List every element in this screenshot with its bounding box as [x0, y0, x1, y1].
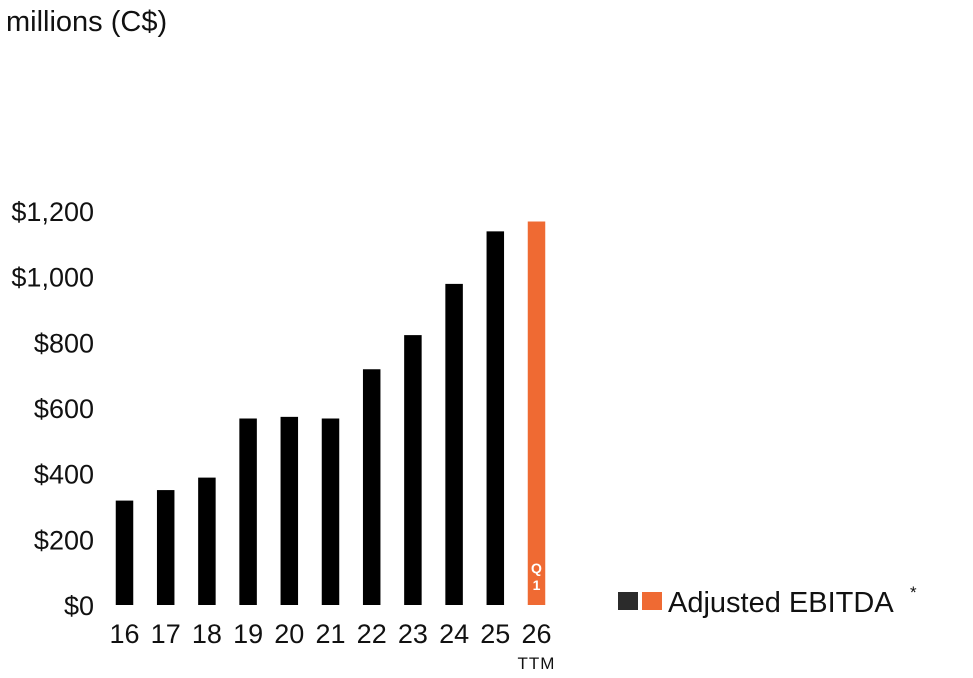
bar: [486, 231, 505, 605]
y-tick-label: $1,200: [11, 197, 94, 227]
y-tick-label: $0: [64, 591, 94, 621]
bar-annotation: Q: [531, 560, 542, 576]
bar-annotations: Q1: [531, 560, 542, 593]
x-tick-label: 21: [315, 619, 345, 649]
x-tick-label: 24: [439, 619, 469, 649]
y-axis: $0 $200 $400 $600 $800 $1,000 $1,200: [11, 197, 94, 621]
bar: [198, 477, 216, 605]
legend-superscript: *: [910, 583, 917, 602]
bar: [445, 283, 463, 605]
legend: Adjusted EBITDA *: [618, 583, 917, 619]
legend-swatch: [618, 592, 638, 610]
x-tick-label: 25: [480, 619, 510, 649]
x-tick-label: 23: [398, 619, 428, 649]
bar: [280, 416, 299, 605]
x-tick-label: 16: [109, 619, 139, 649]
bar-annotation: 1: [533, 577, 541, 593]
bar: [156, 490, 175, 605]
units-label: millions (C$): [6, 6, 168, 38]
x-tick-label: 22: [357, 619, 387, 649]
x-axis: 16 17 18 19 20 21 22 23 24 25 26 TTM: [109, 619, 556, 673]
x-tick-sublabel: TTM: [518, 654, 556, 673]
bar: [527, 221, 546, 606]
y-tick-label: $200: [34, 525, 94, 555]
bar: [115, 500, 134, 605]
x-tick-label: 26: [521, 619, 551, 649]
y-tick-label: $600: [34, 394, 94, 424]
bar: [239, 418, 257, 605]
bar: [321, 418, 340, 605]
x-tick-label: 18: [192, 619, 222, 649]
bar: [362, 369, 381, 605]
bar: [404, 335, 422, 605]
legend-swatch: [642, 592, 662, 610]
y-tick-label: $1,000: [11, 263, 94, 293]
y-tick-label: $800: [34, 328, 94, 358]
x-tick-label: 20: [274, 619, 304, 649]
y-tick-label: $400: [34, 460, 94, 490]
legend-label: Adjusted EBITDA: [668, 587, 894, 619]
bar-series: [115, 221, 546, 606]
x-tick-label: 17: [151, 619, 181, 649]
x-tick-label: 19: [233, 619, 263, 649]
